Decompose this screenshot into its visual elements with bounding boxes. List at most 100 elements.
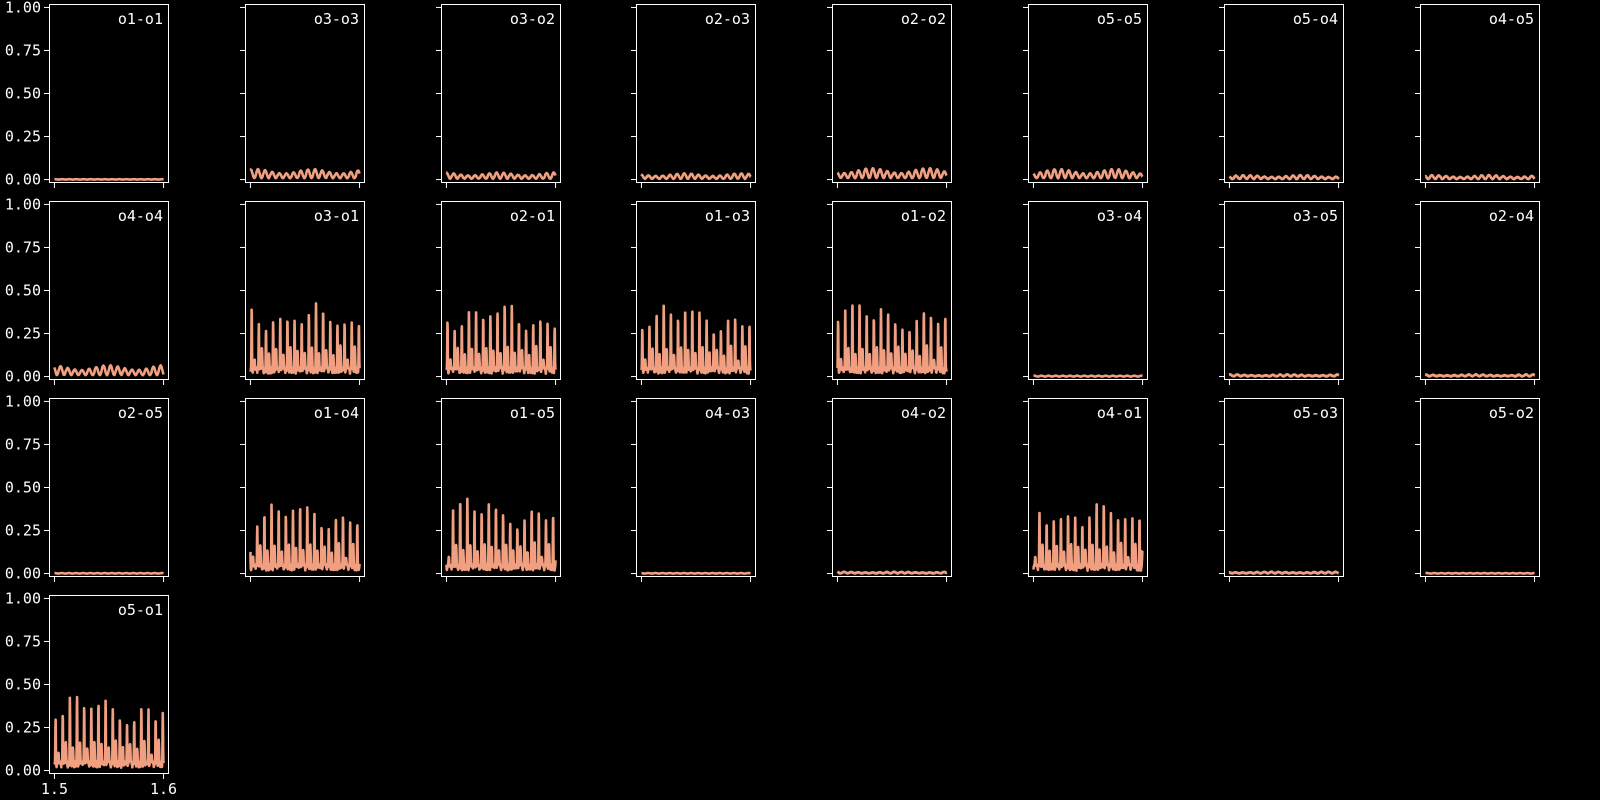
axes-frame <box>1224 4 1344 183</box>
subplot-o2-o1: o2-o1 <box>436 201 561 385</box>
y-tick-label: 0.00 <box>5 565 41 583</box>
axes-frame <box>832 398 952 577</box>
subplot-title: o1-o5 <box>510 404 555 422</box>
axes-frame <box>441 4 561 183</box>
y-tick-label: 0.75 <box>5 41 41 59</box>
series-line-o2-o5 <box>53 571 165 575</box>
axes-frame <box>832 201 952 380</box>
axes-frame <box>49 4 169 183</box>
subplot-title: o2-o2 <box>901 10 946 28</box>
axes-frame <box>245 4 365 183</box>
x-tick-label: 1.6 <box>150 780 177 798</box>
y-tick-label: 0.50 <box>5 85 41 103</box>
y-tick-label: 0.25 <box>5 719 41 737</box>
subplot-o4-o4: 0.00 0.25 0.50 0.75 1.00 o4-o4 <box>5 195 169 386</box>
y-tick-label: 0.50 <box>5 479 41 497</box>
subplot-title: o3-o2 <box>510 10 555 28</box>
series-line-o3-o1 <box>249 302 361 375</box>
subplot-title: o1-o1 <box>118 10 163 28</box>
subplot-title: o4-o2 <box>901 404 946 422</box>
subplot-title: o3-o5 <box>1293 207 1338 225</box>
subplot-o5-o1: 0.00 0.25 0.50 0.75 1.00 1.5 1.6 o5-o1 <box>5 589 177 798</box>
subplot-title: o1-o2 <box>901 207 946 225</box>
series-line-o3-o2 <box>445 171 557 181</box>
axes-frame <box>1028 398 1148 577</box>
y-tick-label: 0.75 <box>5 632 41 650</box>
subplot-o4-o1: o4-o1 <box>1023 398 1148 582</box>
subplot-title: o5-o1 <box>118 601 163 619</box>
y-tick-label: 0.50 <box>5 676 41 694</box>
subplot-o4-o2: o4-o2 <box>827 398 952 582</box>
series-line-o4-o5 <box>1424 173 1536 181</box>
series-line-o2-o1 <box>445 304 557 376</box>
axes-frame <box>1028 201 1148 380</box>
axes-frame <box>1420 398 1540 577</box>
subplot-o1-o3: o1-o3 <box>631 201 756 385</box>
subplot-o3-o1: o3-o1 <box>240 201 365 385</box>
subplot-title: o4-o4 <box>118 207 163 225</box>
series-line-o2-o2 <box>836 166 948 180</box>
subplot-o3-o5: o3-o5 <box>1219 201 1344 385</box>
y-tick-label: 1.00 <box>5 195 41 213</box>
series-line-o3-o5 <box>1228 372 1340 378</box>
series-line-o4-o2 <box>836 570 948 575</box>
subplot-title: o2-o1 <box>510 207 555 225</box>
series-line-o5-o4 <box>1228 173 1340 181</box>
y-tick-label: 0.75 <box>5 435 41 453</box>
axes-frame <box>49 595 169 774</box>
axes-frame <box>636 4 756 183</box>
subplot-o1-o4: o1-o4 <box>240 398 365 582</box>
series-line-o5-o5 <box>1032 167 1144 180</box>
subplot-o1-o2: o1-o2 <box>827 201 952 385</box>
axes-frame <box>1028 4 1148 183</box>
axes-frame <box>245 398 365 577</box>
series-line-o4-o1 <box>1032 503 1144 572</box>
y-tick-label: 0.00 <box>5 368 41 386</box>
axes-frame <box>1224 201 1344 380</box>
subplot-o5-o2: o5-o2 <box>1415 398 1540 582</box>
x-tick-label: 1.5 <box>41 780 68 798</box>
series-line-o1-o3 <box>640 304 752 375</box>
series-line-o1-o2 <box>836 304 948 375</box>
subplot-title: o3-o3 <box>314 10 359 28</box>
series-line-o5-o2 <box>1424 571 1536 575</box>
series-line-o4-o4 <box>53 364 165 377</box>
axes-frame <box>49 201 169 380</box>
subplot-title: o5-o2 <box>1489 404 1534 422</box>
subplot-o2-o4: o2-o4 <box>1415 201 1540 385</box>
subplot-title: o4-o1 <box>1097 404 1142 422</box>
y-tick-label: 0.00 <box>5 762 41 780</box>
subplot-title: o2-o4 <box>1489 207 1534 225</box>
series-line-o5-o1 <box>53 695 165 769</box>
series-line-o2-o4 <box>1424 372 1536 378</box>
subplot-title: o4-o5 <box>1489 10 1534 28</box>
y-tick-label: 0.25 <box>5 128 41 146</box>
subplot-o4-o3: o4-o3 <box>631 398 756 582</box>
subplot-o2-o5: 0.00 0.25 0.50 0.75 1.00 o2-o5 <box>5 392 169 583</box>
axes-frame <box>441 201 561 380</box>
subplot-title: o5-o3 <box>1293 404 1338 422</box>
y-tick-label: 0.50 <box>5 282 41 300</box>
subplot-title: o2-o3 <box>705 10 750 28</box>
y-tick-label: 0.25 <box>5 522 41 540</box>
subplot-title: o5-o5 <box>1097 10 1142 28</box>
subplot-o1-o1: 0.00 0.25 0.50 0.75 1.00 o1-o1 <box>5 0 169 189</box>
axes-frame <box>1224 398 1344 577</box>
series-line-o3-o3 <box>249 167 361 180</box>
subplot-o3-o3: o3-o3 <box>240 4 365 188</box>
axes-frame <box>1420 201 1540 380</box>
y-tick-label: 0.00 <box>5 171 41 189</box>
subplot-o2-o2: o2-o2 <box>827 4 952 188</box>
series-line-o1-o5 <box>445 497 557 572</box>
subplot-o2-o3: o2-o3 <box>631 4 756 188</box>
subplot-o3-o2: o3-o2 <box>436 4 561 188</box>
subplot-o3-o4: o3-o4 <box>1023 201 1148 385</box>
axes-frame <box>245 201 365 380</box>
series-line-o5-o3 <box>1228 570 1340 575</box>
subplot-o4-o5: o4-o5 <box>1415 4 1540 188</box>
y-tick-label: 1.00 <box>5 392 41 410</box>
axes-frame <box>49 398 169 577</box>
y-tick-label: 1.00 <box>5 0 41 16</box>
series-line-o4-o3 <box>640 571 752 575</box>
